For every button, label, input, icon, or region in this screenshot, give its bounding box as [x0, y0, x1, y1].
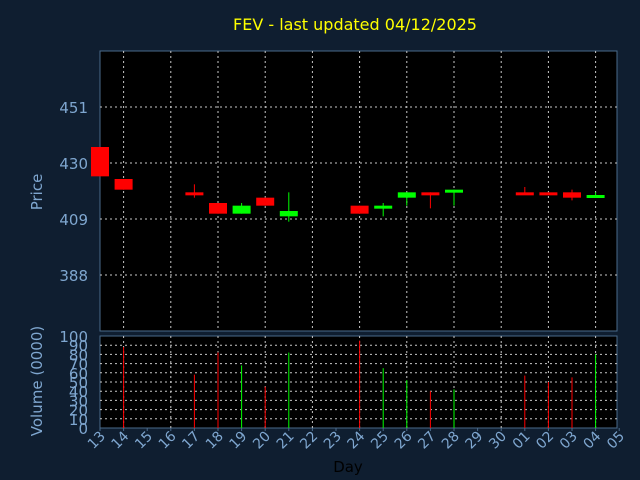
x-tick-label: 05 — [604, 429, 628, 453]
candle-body — [421, 192, 440, 196]
candle-body — [563, 192, 581, 198]
x-tick-label: 23 — [321, 429, 345, 453]
candle-body — [515, 192, 534, 196]
volume-tick-label: 90 — [69, 337, 88, 355]
candle-body — [586, 195, 605, 198]
x-tick-label: 19 — [227, 429, 251, 453]
x-tick-label: 24 — [345, 428, 369, 452]
candle-body — [185, 192, 204, 196]
price-tick-label: 451 — [59, 99, 88, 117]
candle-body — [445, 189, 463, 193]
volume-tick-label: 100 — [59, 328, 88, 346]
volume-tick-label: 10 — [69, 411, 88, 429]
x-tick-label: 17 — [179, 429, 203, 453]
volume-tick-label: 0 — [78, 420, 88, 438]
x-tick-label: 14 — [109, 428, 133, 452]
price-tick-label: 388 — [59, 267, 88, 285]
price-axis-label: Price — [28, 174, 46, 211]
x-tick-label: 20 — [250, 429, 274, 453]
x-tick-label: 25 — [368, 429, 392, 453]
x-tick-label: 13 — [85, 429, 109, 453]
candle-body — [114, 179, 133, 190]
price-tick-label: 430 — [59, 155, 88, 173]
volume-tick-label: 20 — [69, 402, 88, 420]
volume-tick-label: 60 — [69, 365, 88, 383]
x-tick-label: 15 — [132, 429, 156, 453]
x-tick-label: 22 — [297, 429, 321, 453]
volume-tick-label: 70 — [69, 356, 88, 374]
volume-axis-label: Volume (0000) — [28, 326, 46, 436]
x-axis-label: Day — [333, 458, 363, 476]
x-tick-label: 16 — [156, 428, 180, 452]
candle-body — [279, 211, 298, 217]
price-plot-area — [99, 50, 618, 332]
volume-tick-label: 80 — [69, 346, 88, 364]
candle-body — [91, 147, 109, 177]
candle-body — [397, 192, 416, 198]
x-tick-label: 28 — [439, 429, 463, 453]
candle-body — [350, 205, 369, 214]
volume-tick-label: 40 — [69, 383, 88, 401]
x-tick-label: 18 — [203, 429, 227, 453]
candle-body — [209, 203, 227, 214]
candle-body — [232, 205, 251, 214]
x-tick-label: 29 — [463, 429, 487, 453]
x-tick-label: 27 — [415, 429, 439, 453]
volume-tick-label: 50 — [69, 374, 88, 392]
x-tick-label: 03 — [557, 429, 581, 453]
price-panel: 388 409 430 451 — [59, 50, 618, 332]
price-tick-label: 409 — [59, 211, 88, 229]
x-tick-label: 02 — [533, 429, 557, 453]
volume-plot-area — [99, 335, 618, 429]
x-tick-label: 21 — [274, 429, 298, 453]
candle-body — [256, 197, 275, 206]
candle-body — [374, 205, 393, 209]
x-tick-label: 04 — [581, 428, 605, 452]
candle-body — [539, 192, 558, 196]
x-tick-label: 30 — [486, 429, 510, 453]
x-tick-label: 01 — [510, 429, 534, 453]
x-tick-label: 26 — [392, 428, 416, 452]
volume-tick-label: 30 — [69, 392, 88, 410]
chart-title: FEV - last updated 04/12/2025 — [233, 15, 477, 34]
